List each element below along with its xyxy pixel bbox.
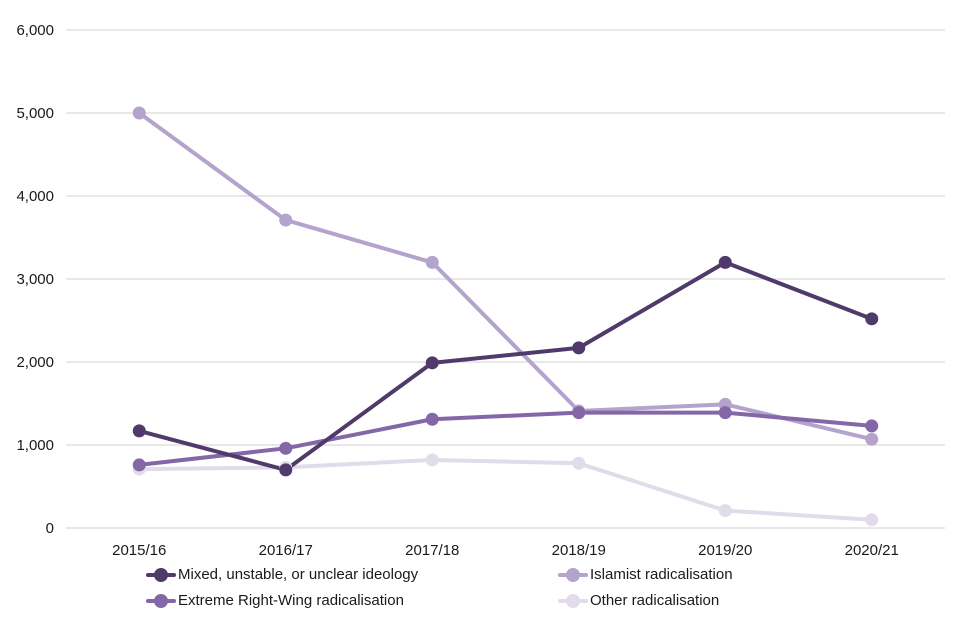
data-point[interactable]	[132, 106, 146, 120]
series-line-1	[138, 111, 873, 442]
data-point[interactable]	[572, 406, 586, 420]
legend-item-mixed[interactable]: Mixed, unstable, or unclear ideology	[146, 566, 418, 583]
legend-swatch-other-icon	[558, 593, 588, 608]
gridlines	[66, 29, 945, 529]
y-tick-label: 3,000	[16, 271, 54, 288]
data-point[interactable]	[572, 456, 586, 470]
data-point[interactable]	[718, 255, 732, 269]
series-points	[132, 106, 879, 527]
data-point[interactable]	[865, 432, 879, 446]
legend-swatch-erw-icon	[146, 593, 176, 608]
legend-label-islamist: Islamist radicalisation	[590, 566, 733, 583]
y-tick-label: 5,000	[16, 105, 54, 122]
data-point[interactable]	[425, 356, 439, 370]
data-point[interactable]	[865, 419, 879, 433]
y-tick-label: 1,000	[16, 437, 54, 454]
series-line-0	[138, 260, 873, 472]
data-point[interactable]	[279, 463, 293, 477]
data-point[interactable]	[572, 341, 586, 355]
x-tick-label: 2017/18	[405, 542, 459, 559]
x-tick-label: 2016/17	[259, 542, 313, 559]
data-point[interactable]	[425, 453, 439, 467]
legend-item-extreme-right-wing[interactable]: Extreme Right-Wing radicalisation	[146, 592, 404, 609]
legend-item-other[interactable]: Other radicalisation	[558, 592, 719, 609]
data-point[interactable]	[279, 441, 293, 455]
y-tick-label: 6,000	[16, 22, 54, 39]
y-tick-label: 2,000	[16, 354, 54, 371]
legend-label-extreme-right-wing: Extreme Right-Wing radicalisation	[178, 592, 404, 609]
series-line-3	[139, 457, 872, 522]
legend-item-islamist[interactable]: Islamist radicalisation	[558, 566, 733, 583]
data-point[interactable]	[279, 213, 293, 227]
legend-swatch-islamist-icon	[558, 567, 588, 582]
x-tick-label: 2020/21	[845, 542, 899, 559]
legend-label-other: Other radicalisation	[590, 592, 720, 609]
data-point[interactable]	[865, 312, 879, 326]
data-point[interactable]	[718, 406, 732, 420]
series-lines	[138, 111, 873, 522]
data-point[interactable]	[132, 458, 146, 472]
legend-label-mixed: Mixed, unstable, or unclear ideology	[178, 566, 419, 583]
data-point[interactable]	[425, 412, 439, 426]
y-axis-ticks: 0 1,000 2,000 3,000 4,000 5,000 6,000	[16, 22, 54, 537]
data-point[interactable]	[425, 255, 439, 269]
legend-swatch-mixed-icon	[146, 567, 176, 582]
y-tick-label: 4,000	[16, 188, 54, 205]
data-point[interactable]	[132, 424, 146, 438]
x-tick-label: 2019/20	[698, 542, 752, 559]
data-point[interactable]	[865, 513, 879, 527]
y-tick-label: 0	[46, 520, 54, 537]
x-tick-label: 2018/19	[552, 542, 606, 559]
series-line-2	[139, 410, 872, 467]
data-point[interactable]	[718, 504, 732, 518]
x-tick-label: 2015/16	[112, 542, 166, 559]
x-axis-ticks: 2015/16 2016/17 2017/18 2018/19 2019/20 2020/…	[112, 542, 899, 559]
